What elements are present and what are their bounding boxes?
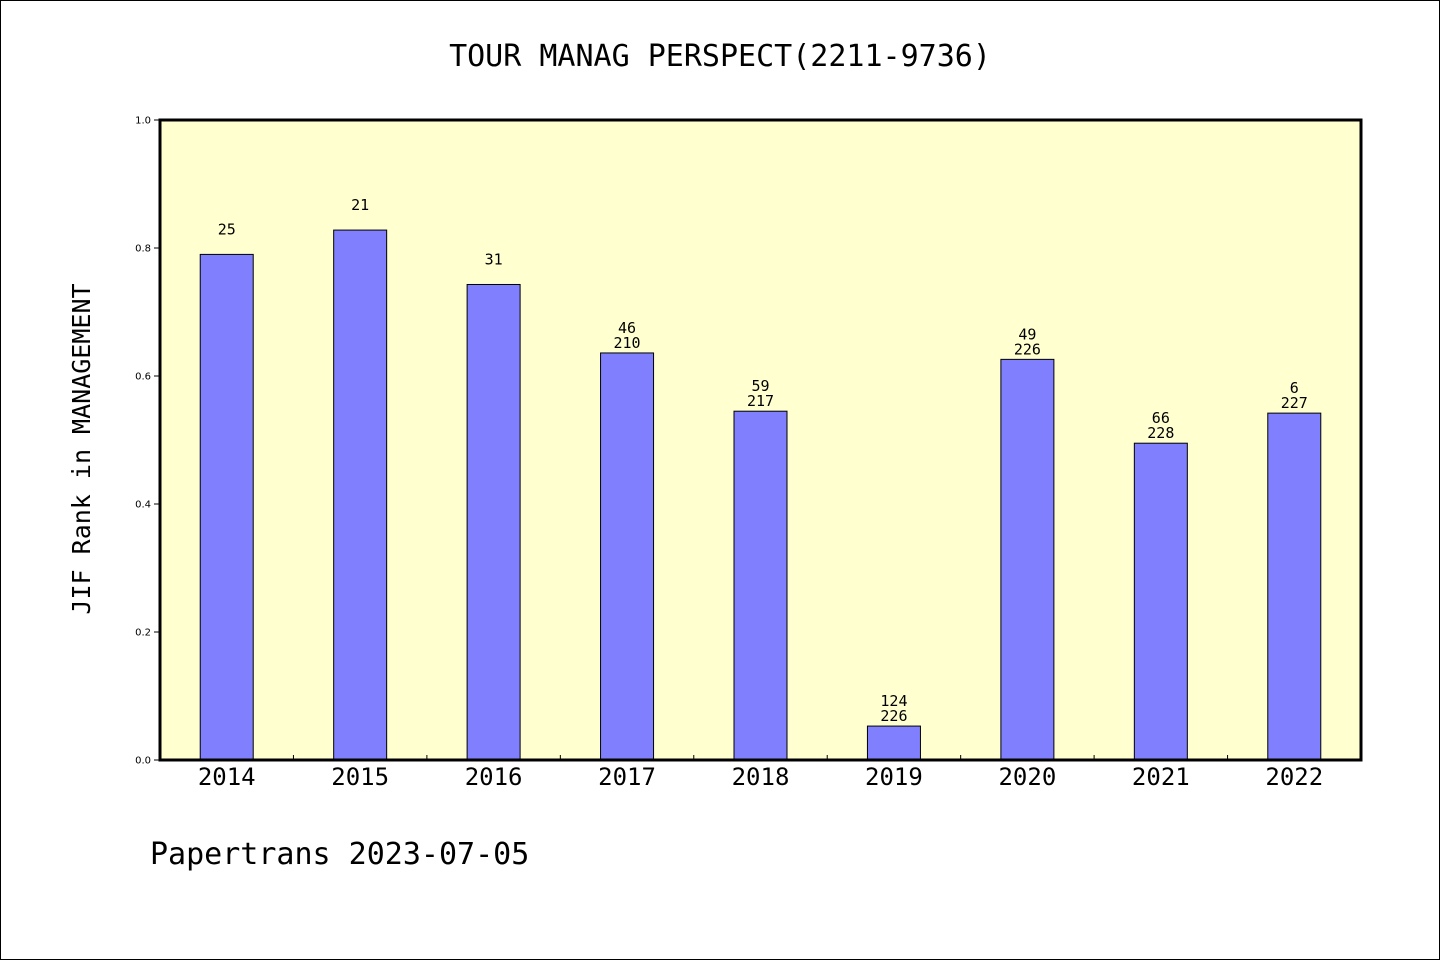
bar-rank-label: 21 (351, 196, 369, 214)
bar-total-label: 226 (880, 707, 907, 725)
y-tick-label: 0.6 (135, 372, 151, 383)
y-tick-label: 0.2 (135, 628, 151, 639)
x-tick-label: 2022 (1265, 763, 1323, 791)
x-tick-label: 2014 (198, 763, 256, 791)
footer-text: Papertrans 2023-07-05 (150, 837, 529, 872)
bar-rank-label: 46 (618, 319, 636, 337)
bar-rank-label: 31 (485, 250, 503, 268)
bar-2017 (600, 352, 655, 761)
bar-2018 (733, 410, 788, 761)
bar-rank-label: 124 (880, 692, 907, 710)
bar-total-label: 217 (747, 392, 774, 410)
bar-rank-label: 59 (751, 377, 769, 395)
y-tick-label: 0.4 (135, 500, 151, 511)
bar-total-label: 226 (1014, 340, 1041, 358)
bar-total-label: 227 (1281, 394, 1308, 412)
x-tick-label: 2016 (465, 763, 523, 791)
chart-title: TOUR MANAG PERSPECT(2211-9736) (449, 39, 991, 74)
x-tick-label: 2019 (865, 763, 923, 791)
x-tick-label: 2017 (598, 763, 656, 791)
x-tick-label: 2015 (331, 763, 389, 791)
y-tick-label: 1.0 (135, 116, 151, 127)
bar-total-label: 210 (614, 334, 641, 352)
plot-border (158, 118, 1363, 762)
bar-2021 (1133, 442, 1188, 761)
y-tick-label: 0.8 (135, 244, 151, 255)
bar-2016 (466, 283, 521, 761)
x-tick-label: 2018 (732, 763, 790, 791)
bar-2014 (199, 253, 254, 761)
bar-2020 (1000, 358, 1055, 761)
y-tick-label: 0.0 (135, 756, 151, 767)
x-tick-label: 2021 (1132, 763, 1190, 791)
bar-rank-label: 66 (1152, 409, 1170, 427)
bar-2015 (333, 229, 388, 761)
bar-total-label: 228 (1147, 424, 1174, 442)
bar-2022 (1267, 412, 1322, 761)
bar-rank-label: 49 (1018, 325, 1036, 343)
bar-2019 (866, 725, 921, 761)
bar-rank-label: 25 (218, 220, 236, 238)
y-axis-label: JIF Rank in MANAGEMENT (67, 283, 96, 614)
x-tick-label: 2020 (998, 763, 1056, 791)
bar-rank-label: 6 (1290, 379, 1299, 397)
